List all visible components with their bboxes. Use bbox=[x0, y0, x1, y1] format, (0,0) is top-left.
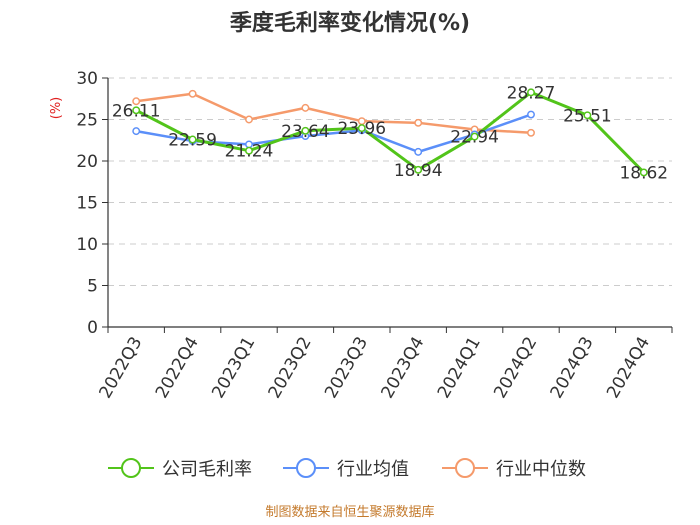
data-point bbox=[357, 124, 366, 133]
data-point bbox=[527, 88, 535, 97]
y-tick-label: 25 bbox=[76, 111, 98, 131]
source-note: 制图数据来自恒生聚源数据库 bbox=[265, 504, 434, 520]
data-label: 21.24 bbox=[225, 142, 274, 162]
data-point bbox=[245, 115, 253, 124]
legend-label: 行业均值 bbox=[337, 459, 409, 480]
data-point bbox=[527, 110, 535, 119]
x-tick-label: 2023Q1 bbox=[208, 334, 259, 402]
data-point bbox=[301, 103, 310, 112]
legend-label: 公司毛利率 bbox=[162, 459, 252, 480]
x-tick-label: 2024Q1 bbox=[434, 333, 485, 401]
y-tick-label: 30 bbox=[76, 69, 98, 89]
data-point bbox=[470, 132, 479, 141]
data-point bbox=[301, 126, 310, 135]
data-point bbox=[132, 97, 141, 106]
data-label: 23.64 bbox=[281, 122, 330, 142]
y-tick-label: 0 bbox=[87, 318, 98, 338]
series-line bbox=[135, 90, 645, 174]
series-points bbox=[132, 88, 648, 177]
data-point bbox=[414, 118, 423, 127]
x-tick-label: 2024Q3 bbox=[547, 334, 598, 402]
grid bbox=[108, 77, 672, 286]
x-tick-label: 2022Q3 bbox=[95, 334, 146, 402]
data-label: 26.11 bbox=[112, 101, 161, 121]
data-point bbox=[414, 147, 423, 156]
data-point bbox=[414, 165, 423, 174]
data-label: 18.94 bbox=[394, 161, 443, 181]
data-point bbox=[245, 146, 253, 155]
legend-label: 行业中位数 bbox=[496, 459, 586, 480]
y-axis-label: (%) bbox=[49, 97, 64, 120]
y-tick-label: 20 bbox=[76, 152, 98, 172]
legend-marker bbox=[455, 458, 475, 478]
y-tick-label: 5 bbox=[87, 277, 98, 297]
x-tick-label: 2024Q2 bbox=[490, 334, 541, 402]
series-lines bbox=[135, 90, 645, 174]
data-point bbox=[132, 127, 141, 136]
y-tick-label: 10 bbox=[76, 235, 98, 255]
x-tick-label: 2023Q3 bbox=[321, 334, 372, 402]
x-tick-label: 2023Q2 bbox=[265, 334, 316, 402]
data-point bbox=[132, 106, 141, 115]
x-tick-label: 2023Q4 bbox=[377, 334, 428, 402]
data-label: 28.27 bbox=[507, 83, 556, 103]
data-label: 25.51 bbox=[563, 106, 612, 126]
data-point bbox=[527, 128, 535, 137]
data-label: 18.62 bbox=[619, 163, 668, 183]
y-tick-label: 15 bbox=[76, 194, 98, 214]
x-tick-label: 2022Q4 bbox=[152, 334, 203, 402]
legend-marker bbox=[121, 458, 141, 478]
data-point bbox=[639, 168, 648, 177]
data-point bbox=[583, 111, 592, 120]
data-labels: 26.11 22.59 21.24 23.64 23.96 18.94 22.94 28.27… bbox=[112, 83, 668, 183]
series-line bbox=[136, 92, 532, 135]
data-label: 23.96 bbox=[337, 119, 386, 139]
x-tick-label: 2024Q4 bbox=[603, 334, 654, 402]
data-label: 22.59 bbox=[168, 131, 217, 151]
data-point bbox=[188, 89, 197, 98]
data-label: 22.94 bbox=[450, 128, 499, 148]
chart-title: 季度毛利率变化情况(%) bbox=[230, 10, 470, 36]
legend-marker bbox=[296, 458, 316, 478]
legend: 公司毛利率 行业均值 行业中位数 bbox=[108, 458, 586, 480]
data-point bbox=[188, 135, 197, 144]
